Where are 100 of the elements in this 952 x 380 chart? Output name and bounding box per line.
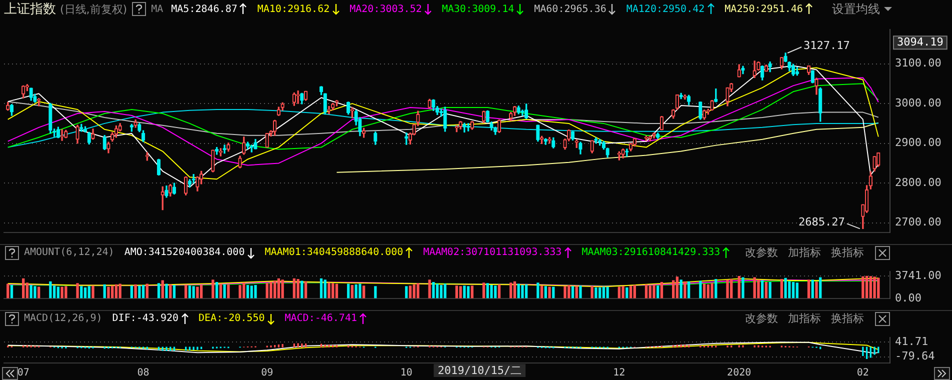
candlestick <box>242 136 246 155</box>
bar <box>26 282 29 298</box>
y-tick-label: 41.71 <box>895 334 928 348</box>
bar <box>405 286 408 298</box>
bar <box>590 286 594 298</box>
candlestick <box>552 137 556 148</box>
bar <box>459 286 462 298</box>
text: MA20:3003.52 <box>350 4 422 14</box>
bar <box>362 286 366 298</box>
candlestick <box>184 176 188 196</box>
bar <box>76 283 79 298</box>
bar <box>680 280 682 298</box>
candlestick <box>806 65 811 75</box>
text: MA10:2916.62 <box>257 4 330 14</box>
bar <box>111 286 114 298</box>
bar <box>796 282 798 298</box>
bar <box>215 282 218 298</box>
bar <box>169 284 172 298</box>
bar <box>200 284 203 298</box>
bar <box>498 284 501 298</box>
bar <box>332 283 334 298</box>
bar <box>687 281 690 298</box>
candlestick <box>752 60 756 78</box>
y-tick-label: 3000.00 <box>895 96 942 110</box>
candlestick <box>818 87 822 122</box>
bar <box>227 284 230 298</box>
bar <box>219 284 222 298</box>
text: MACD:-46.741 <box>284 313 357 324</box>
bar <box>254 284 257 298</box>
chart-title: MACD(12,26,9) <box>24 313 102 324</box>
bar <box>598 287 602 298</box>
candlestick <box>141 130 146 142</box>
bar <box>873 276 876 298</box>
bar <box>270 282 272 298</box>
bar <box>672 280 675 298</box>
bar <box>753 277 756 298</box>
bar <box>157 283 160 298</box>
bar <box>134 284 137 298</box>
bar <box>510 282 512 298</box>
bar <box>807 280 810 298</box>
bar <box>88 286 90 298</box>
text: 设置均线 <box>832 0 880 18</box>
bar <box>118 284 122 298</box>
candlestick <box>160 186 164 210</box>
bar <box>146 284 148 298</box>
candlestick <box>76 124 80 144</box>
candlestick <box>172 182 176 195</box>
bar <box>494 286 497 298</box>
annotation: 2685.27 <box>798 216 845 229</box>
bar <box>320 278 323 298</box>
bar <box>552 286 555 298</box>
candlestick <box>590 140 594 154</box>
bar <box>10 284 14 298</box>
candlestick <box>679 92 683 100</box>
y-tick-label: 2700.00 <box>895 216 942 229</box>
text: MA120:2950.42 <box>626 4 705 14</box>
candlestick <box>443 106 447 132</box>
candlestick <box>432 99 436 112</box>
candlestick <box>741 66 745 74</box>
candlestick <box>48 102 52 134</box>
candlestick <box>238 156 242 168</box>
bar <box>699 280 702 298</box>
text: 换指标 <box>831 245 864 260</box>
candlestick <box>683 94 687 100</box>
candlestick <box>814 78 818 95</box>
candlestick <box>60 129 64 141</box>
bar <box>714 279 718 298</box>
bar <box>34 286 36 298</box>
candlestick <box>548 137 552 144</box>
text: DIF:-43.920 <box>112 313 179 324</box>
bar <box>606 286 609 298</box>
x-tick-label: 12 <box>613 368 626 379</box>
bar <box>757 280 760 298</box>
annotation: 3127.17 <box>804 38 850 52</box>
candlestick <box>470 121 474 130</box>
bar <box>862 276 864 298</box>
x-tick-label: 02 <box>856 368 869 379</box>
bar <box>292 278 296 298</box>
candlestick <box>164 186 168 198</box>
bar <box>440 284 443 298</box>
text: DEA:-20.550 <box>198 313 265 324</box>
bar <box>513 281 516 298</box>
chart-title: 上证指数 <box>4 1 56 18</box>
bar <box>710 283 714 298</box>
candlestick <box>784 52 788 62</box>
candlestick <box>652 132 656 138</box>
bar <box>486 283 489 298</box>
bar <box>463 286 466 298</box>
y-tick-label: 2800.00 <box>895 176 942 189</box>
candlestick <box>540 136 544 144</box>
bar <box>455 286 458 298</box>
bar <box>742 277 744 298</box>
candlestick <box>134 120 138 128</box>
bar <box>517 284 520 298</box>
text: AMO:341520400384.000 <box>124 247 245 258</box>
candlestick <box>594 137 598 144</box>
candlestick <box>520 110 524 116</box>
bar <box>660 282 664 298</box>
bar <box>22 278 25 298</box>
text: 3094.19 <box>897 35 944 48</box>
